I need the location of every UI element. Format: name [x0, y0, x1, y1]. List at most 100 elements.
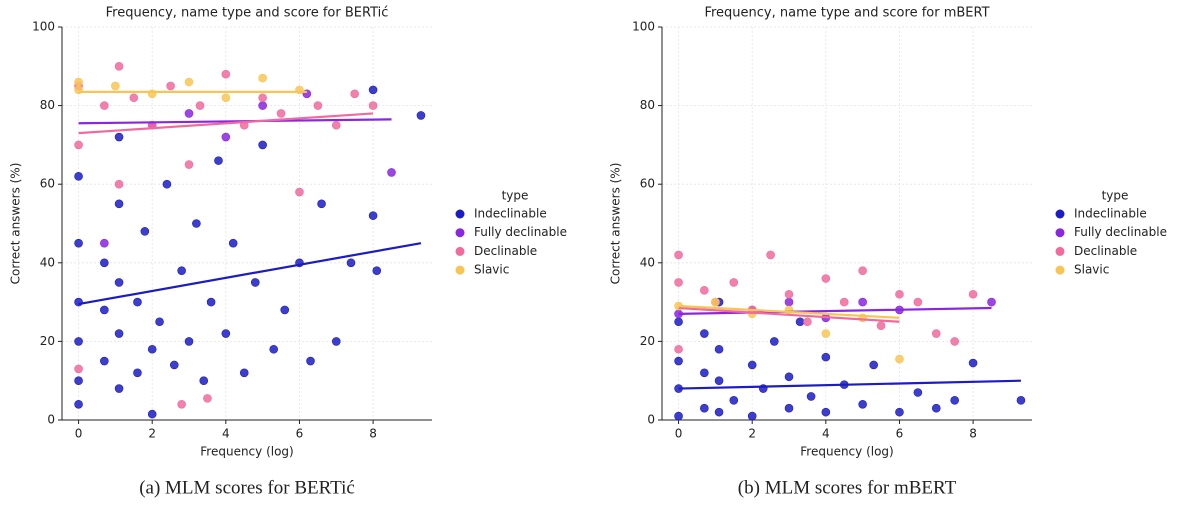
trend-line: [678, 306, 992, 315]
data-point: [839, 297, 849, 307]
data-point: [766, 250, 775, 260]
data-point: [100, 305, 109, 315]
data-point: [169, 360, 179, 370]
y-tick-label: 100: [32, 20, 55, 34]
data-point: [858, 297, 867, 307]
data-point: [747, 411, 757, 421]
data-point: [133, 297, 142, 307]
data-point: [784, 297, 794, 307]
legend-swatch: [1055, 209, 1065, 219]
data-point: [968, 289, 978, 299]
legend-title: type: [1102, 189, 1129, 203]
legend-swatch: [455, 209, 465, 219]
data-point: [199, 376, 209, 386]
caption: (a) MLM scores for BERTić: [139, 477, 355, 498]
legend-swatch: [1055, 246, 1065, 256]
data-point: [140, 227, 150, 236]
data-point: [258, 101, 267, 110]
y-tick-label: 0: [647, 413, 655, 427]
data-point: [714, 344, 724, 354]
data-point: [192, 219, 201, 228]
y-tick-label: 40: [40, 255, 55, 269]
data-point: [114, 278, 124, 287]
trend-line: [678, 306, 900, 323]
data-point: [674, 278, 683, 287]
data-point: [714, 376, 724, 386]
y-tick-label: 40: [640, 255, 655, 269]
data-point: [714, 407, 724, 417]
x-tick-label: 4: [822, 427, 830, 441]
data-point: [100, 258, 109, 268]
data-point: [114, 62, 124, 71]
data-point: [74, 364, 83, 374]
data-point: [700, 286, 709, 295]
data-point: [784, 289, 794, 299]
data-point: [700, 329, 709, 338]
data-point: [221, 132, 231, 142]
y-tick-label: 80: [640, 98, 655, 112]
data-point: [74, 399, 83, 409]
x-tick-label: 0: [75, 427, 83, 441]
data-point: [895, 354, 904, 364]
data-point: [1016, 396, 1026, 405]
data-point: [368, 101, 378, 110]
trend-line: [78, 242, 422, 306]
legend-label: Fully declinable: [1074, 225, 1167, 239]
data-point: [100, 238, 109, 248]
data-point: [368, 211, 378, 220]
data-point: [177, 399, 186, 409]
x-tick-label: 6: [896, 427, 904, 441]
data-point: [747, 360, 757, 370]
data-point: [674, 250, 683, 260]
chart: Frequency, name type and score for mBERT…: [609, 6, 1168, 499]
data-point: [100, 356, 109, 366]
data-point: [276, 109, 286, 118]
legend-swatch: [455, 265, 465, 275]
legend-swatch: [1055, 265, 1065, 275]
data-point: [346, 258, 356, 268]
data-point: [203, 394, 212, 403]
y-tick-label: 20: [640, 334, 655, 348]
legend-label: Fully declinable: [474, 225, 567, 239]
data-point: [895, 289, 904, 299]
data-point: [784, 372, 794, 382]
data-point: [821, 329, 831, 338]
data-point: [177, 266, 186, 275]
data-point: [931, 403, 941, 413]
data-point: [313, 101, 323, 110]
data-point: [387, 168, 396, 177]
data-point: [206, 297, 216, 307]
data-point: [306, 356, 315, 366]
data-point: [74, 376, 83, 386]
chart-title: Frequency, name type and score for BERTi…: [106, 6, 389, 21]
data-point: [331, 337, 341, 346]
y-tick-label: 60: [40, 177, 55, 191]
trend-line: [678, 304, 900, 319]
data-point: [221, 69, 231, 79]
y-tick-label: 60: [640, 177, 655, 191]
legend-label: Indeclinable: [1074, 207, 1147, 221]
data-point: [987, 297, 996, 307]
trend-line: [78, 118, 392, 125]
y-tick-label: 0: [47, 413, 55, 427]
y-tick-label: 80: [40, 98, 55, 112]
data-point: [368, 85, 378, 95]
data-point: [821, 274, 831, 283]
data-point: [331, 120, 341, 130]
data-point: [700, 368, 709, 378]
data-point: [114, 179, 124, 189]
data-point: [858, 266, 867, 275]
data-point: [317, 199, 326, 209]
data-point: [806, 392, 816, 401]
chart-title: Frequency, name type and score for mBERT: [704, 6, 989, 21]
data-point: [114, 199, 124, 209]
data-point: [114, 132, 124, 142]
data-point: [221, 329, 231, 338]
x-tick-label: 4: [222, 427, 230, 441]
y-axis-label: Correct answers (%): [9, 163, 23, 285]
x-tick-label: 8: [369, 427, 377, 441]
data-point: [895, 407, 904, 417]
x-axis-label: Frequency (log): [200, 445, 293, 459]
trend-line: [678, 379, 1021, 390]
